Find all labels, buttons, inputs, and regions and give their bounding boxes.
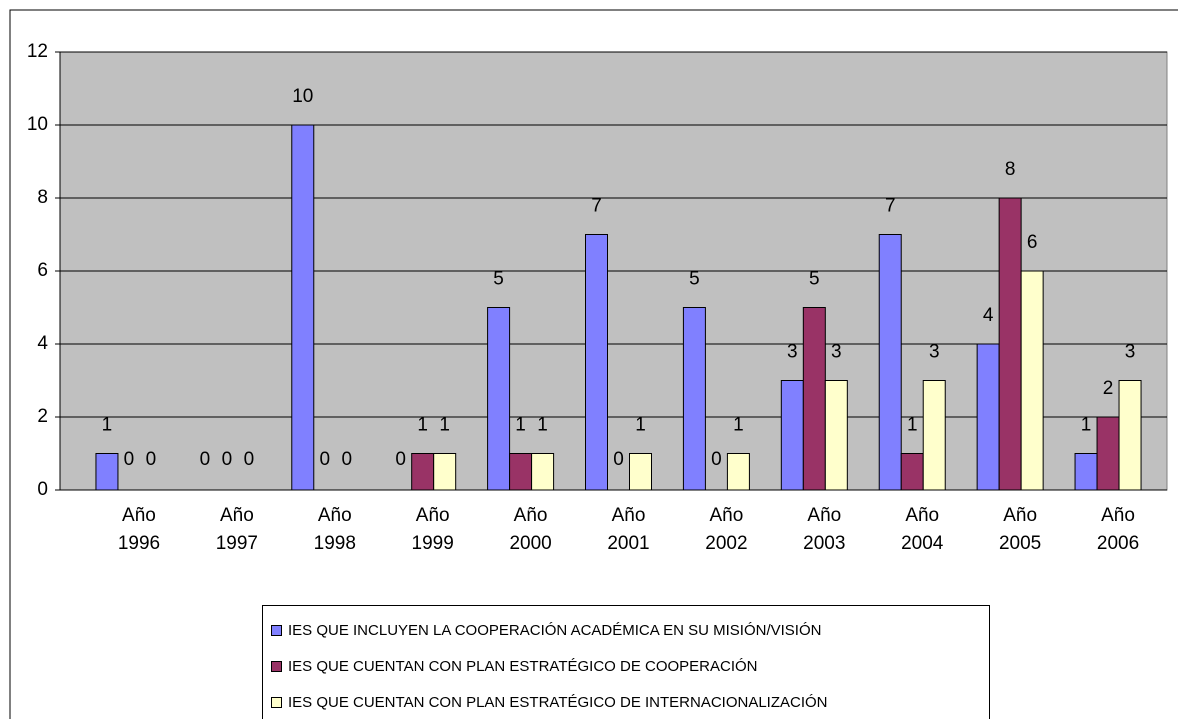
data-label: 1 [537, 415, 548, 436]
data-label: 3 [1125, 342, 1136, 363]
bar [780, 380, 804, 491]
x-tick-label: Año 1997 [215, 505, 258, 554]
data-label: 0 [244, 449, 255, 470]
data-label: 0 [146, 449, 157, 470]
data-label: 0 [319, 449, 330, 470]
data-label: 1 [635, 415, 646, 436]
legend-entry: IES QUE INCLUYEN LA COOPERACIÓN ACADÉMIC… [271, 612, 981, 648]
data-label: 5 [493, 269, 504, 290]
bar [1096, 416, 1120, 491]
data-label: 1 [102, 415, 113, 436]
legend: IES QUE INCLUYEN LA COOPERACIÓN ACADÉMIC… [262, 605, 990, 719]
data-label: 5 [689, 269, 700, 290]
bar [900, 453, 924, 491]
data-label: 1 [417, 415, 428, 436]
data-label: 5 [809, 269, 820, 290]
x-tick-label: Año 1998 [313, 505, 356, 554]
y-tick-label: 2 [37, 406, 48, 427]
y-tick-label: 0 [37, 479, 48, 500]
legend-label: IES QUE CUENTAN CON PLAN ESTRATÉGICO DE … [288, 693, 828, 711]
bar [433, 453, 457, 491]
data-label: 0 [341, 449, 352, 470]
y-tick-label: 10 [27, 114, 48, 135]
data-label: 0 [124, 449, 135, 470]
y-tick-label: 8 [37, 187, 48, 208]
x-tick-label: Año 1996 [117, 505, 161, 554]
x-tick-label: Año 2004 [901, 505, 944, 554]
data-label: 7 [591, 196, 602, 217]
data-label: 1 [1081, 415, 1092, 436]
legend-swatch [271, 624, 282, 636]
y-tick-label: 12 [27, 41, 48, 62]
bar [487, 307, 511, 491]
bar [509, 453, 533, 491]
bar [629, 453, 652, 491]
bar [976, 343, 1000, 491]
data-label: 4 [983, 305, 994, 326]
bar [291, 124, 315, 491]
bar [95, 453, 119, 491]
data-label: 3 [831, 342, 842, 363]
legend-swatch [271, 696, 282, 708]
data-label: 3 [929, 342, 940, 363]
x-tick-label: Año 1999 [411, 505, 454, 554]
legend-label: IES QUE CUENTAN CON PLAN ESTRATÉGICO DE … [288, 657, 758, 675]
data-label: 0 [395, 449, 406, 470]
legend-entry: IES QUE CUENTAN CON PLAN ESTRATÉGICO DE … [271, 684, 981, 719]
bar [824, 380, 848, 491]
data-label: 10 [292, 86, 313, 107]
bar [682, 307, 706, 491]
data-label: 7 [885, 196, 896, 217]
bar [585, 234, 608, 491]
data-label: 1 [907, 415, 918, 436]
bar [878, 234, 902, 491]
bar [411, 453, 435, 491]
bar [726, 453, 750, 491]
data-label: 1 [733, 415, 744, 436]
bar [998, 197, 1022, 491]
y-tick-label: 6 [37, 260, 48, 281]
bar [802, 307, 826, 491]
legend-swatch [271, 660, 282, 672]
bar [1118, 380, 1142, 491]
bar [922, 380, 946, 491]
legend-entry: IES QUE CUENTAN CON PLAN ESTRATÉGICO DE … [271, 648, 981, 684]
data-label: 3 [787, 342, 798, 363]
x-tick-label: Año 2005 [998, 505, 1042, 554]
data-label: 0 [200, 449, 211, 470]
bar [1074, 453, 1098, 491]
legend-label: IES QUE INCLUYEN LA COOPERACIÓN ACADÉMIC… [288, 621, 822, 639]
data-label: 1 [515, 415, 526, 436]
x-tick-label: Año 2001 [607, 505, 650, 554]
data-label: 0 [613, 449, 624, 470]
data-label: 0 [222, 449, 233, 470]
bar [1020, 270, 1044, 491]
x-tick-label: Año 2002 [705, 505, 748, 554]
chart-border [9, 9, 1178, 719]
data-label: 1 [439, 415, 450, 436]
x-tick-label: Año 2006 [1096, 505, 1140, 554]
data-label: 2 [1103, 378, 1114, 399]
data-label: 8 [1005, 159, 1016, 180]
x-tick-label: Año 2003 [803, 505, 846, 554]
y-tick-label: 4 [37, 333, 48, 354]
bar [531, 453, 555, 491]
data-label: 0 [711, 449, 722, 470]
x-tick-label: Año 2000 [509, 505, 552, 554]
data-label: 6 [1027, 232, 1038, 253]
